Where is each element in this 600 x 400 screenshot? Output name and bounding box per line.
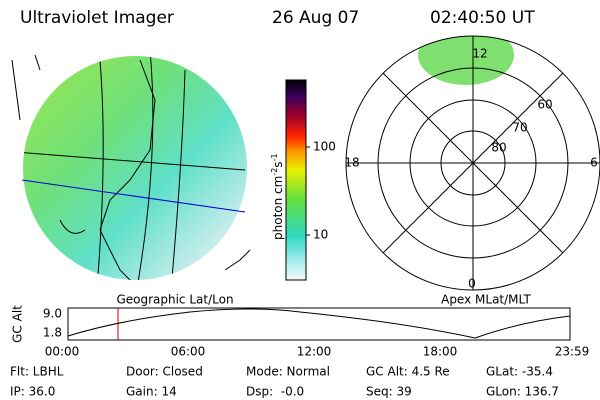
footer-field: Seq: 39 bbox=[366, 385, 412, 399]
date: 26 Aug 07 bbox=[272, 8, 359, 28]
mlt-label: 18 bbox=[344, 156, 359, 170]
alt-xtick: 23:59 bbox=[555, 345, 590, 359]
cbar-tick-label: 100 bbox=[313, 140, 336, 154]
footer-field: IP: 36.0 bbox=[10, 385, 55, 399]
exp: -1 bbox=[270, 153, 279, 161]
time: 02:40:50 UT bbox=[430, 8, 535, 28]
left-caption: Geographic Lat/Lon bbox=[116, 293, 233, 307]
footer-field: Mode: Normal bbox=[246, 365, 330, 379]
altitude-plot bbox=[67, 307, 571, 341]
footer-field: Gain: 14 bbox=[126, 385, 177, 399]
mlt-label: 0 bbox=[468, 277, 476, 291]
lat-label: 70 bbox=[512, 121, 527, 135]
alt-xtick: 06:00 bbox=[171, 345, 206, 359]
mlt-label: 12 bbox=[472, 47, 487, 61]
unit: photon cm bbox=[271, 176, 285, 240]
color-bar bbox=[285, 79, 307, 281]
footer-field: GLon: 136.7 bbox=[486, 385, 559, 399]
alt-xtick: 18:00 bbox=[423, 345, 458, 359]
exp: -2 bbox=[270, 168, 279, 176]
right-caption: Apex MLat/MLT bbox=[441, 293, 531, 307]
footer-field: GLat: -35.4 bbox=[486, 365, 553, 379]
alt-ytick: 9.0 bbox=[43, 307, 62, 321]
unit: s bbox=[271, 161, 285, 167]
footer: Flt: LBHL Door: Closed Mode: Normal GC Alt:… bbox=[10, 365, 559, 399]
alt-ylabel: GC Alt bbox=[11, 305, 25, 343]
alt-xtick: 00:00 bbox=[45, 345, 80, 359]
alt-ytick: 1.8 bbox=[43, 326, 62, 340]
title: Ultraviolet Imager bbox=[20, 8, 174, 28]
footer-field: Door: Closed bbox=[126, 365, 203, 379]
polar-plot bbox=[345, 35, 600, 291]
footer-field: GC Alt: 4.5 Re bbox=[366, 365, 450, 379]
lat-label: 80 bbox=[491, 141, 506, 155]
alt-xtick: 12:00 bbox=[297, 345, 332, 359]
cbar-label: photon cm-2s-1 bbox=[270, 153, 285, 240]
footer-field: Dsp: -0.0 bbox=[246, 385, 304, 399]
earth-image bbox=[11, 54, 251, 280]
mlt-label: 6 bbox=[590, 156, 598, 170]
lat-label: 60 bbox=[537, 98, 552, 112]
cbar-tick-label: 10 bbox=[313, 228, 328, 242]
footer-field: Flt: LBHL bbox=[10, 365, 64, 379]
